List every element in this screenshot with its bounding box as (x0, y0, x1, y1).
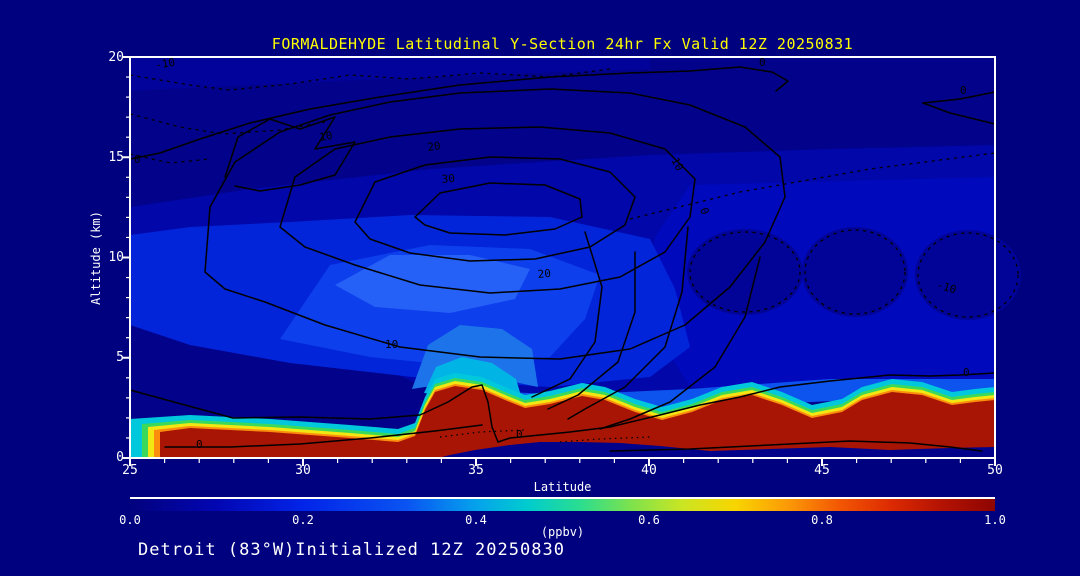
contour-neg10-loop (804, 229, 906, 315)
contour-10-loop (204, 88, 786, 360)
contour-neg10-topleft (129, 68, 611, 91)
colorbar-tick-label: 1.0 (984, 513, 1006, 527)
filled-contour-field: -10 0 10 20 30 20 10 10 0 0 0 -10 0 0 0 (129, 56, 1021, 458)
surface-minimum-dome (438, 442, 995, 458)
contour-labels: -10 0 10 20 30 20 10 10 0 0 0 -10 0 0 0 (134, 56, 970, 451)
contour-label: 0 (960, 84, 967, 97)
contour-label: 0 (196, 438, 203, 451)
contour-label: 10 (385, 338, 398, 351)
contour-lines-dashed (129, 68, 1019, 318)
contour-20-loop (279, 126, 696, 294)
contour-40-loop (414, 182, 583, 236)
colorbar (130, 497, 995, 511)
plot-title: FORMALDEHYDE Latitudinal Y-Section 24hr … (271, 35, 854, 53)
contour-label: 30 (441, 172, 455, 186)
x-tick-label: 40 (641, 463, 657, 478)
contour-neg-dash (629, 152, 996, 220)
contour-0-inner-left (164, 424, 483, 448)
contour-plunge (547, 251, 636, 410)
colorbar-tick-label: 0.4 (465, 513, 487, 527)
contour-plunge (531, 231, 603, 398)
contour-neg-dash (129, 113, 326, 135)
contour-label: 0 (697, 206, 711, 216)
contour-plunge (567, 226, 689, 420)
contour-label: 0 (516, 428, 523, 441)
contour-label: 20 (537, 267, 551, 281)
colorbar-tick-label: 0.6 (638, 513, 660, 527)
station-init-caption: Detroit (83°W)Initialized 12Z 20250830 (138, 540, 565, 560)
contour-0-upper (129, 66, 789, 160)
contour-lines-solid (129, 66, 996, 452)
y-tick-label: 10 (108, 250, 124, 265)
x-axis-title: Latitude (533, 480, 592, 494)
x-tick-label: 45 (814, 463, 830, 478)
y-tick-label: 5 (116, 350, 124, 365)
contour-0-topright (922, 102, 996, 125)
contour-0-topright (922, 91, 996, 104)
y-tick-label: 0 (116, 450, 124, 465)
contour-label: 10 (668, 155, 686, 173)
field-top-band (130, 57, 650, 91)
contour-plunge (599, 256, 761, 430)
contour-0-inner-right (609, 440, 983, 452)
y-tick-label: 20 (108, 50, 124, 65)
contour-30-loop (354, 156, 636, 262)
surface-max-red (160, 386, 995, 458)
colorbar-unit-label: (ppbv) (540, 525, 585, 539)
x-tick-label: 30 (295, 463, 311, 478)
contour-label: 20 (427, 139, 442, 154)
field-minimum-patch (802, 227, 908, 317)
y-tick-label: 15 (108, 150, 124, 165)
contour-label: 10 (318, 129, 333, 144)
contour-label: 0 (759, 56, 766, 69)
contour-label: -10 (154, 56, 176, 72)
field-minimum-patch (687, 229, 803, 315)
contour-zigzag (224, 116, 356, 192)
contour-label: 0 (963, 366, 970, 379)
axis-ticks (122, 56, 996, 466)
x-tick-label: 50 (987, 463, 1003, 478)
contour-neg10-loop (689, 231, 801, 313)
contour-neg10-loop (917, 232, 1019, 318)
contour-neg-dash (129, 153, 211, 164)
field-minimum-patch (915, 230, 1021, 320)
colorbar-tick-label: 0.8 (811, 513, 833, 527)
colorbar-tick-label: 0.0 (119, 513, 141, 527)
contour-label: -10 (935, 278, 958, 296)
contour-0-surface (129, 372, 996, 443)
colorbar-tick-label: 0.2 (292, 513, 314, 527)
x-tick-label: 25 (122, 463, 138, 478)
field-light-core (335, 255, 530, 313)
contour-label: 0 (134, 153, 141, 166)
x-tick-label: 35 (468, 463, 484, 478)
